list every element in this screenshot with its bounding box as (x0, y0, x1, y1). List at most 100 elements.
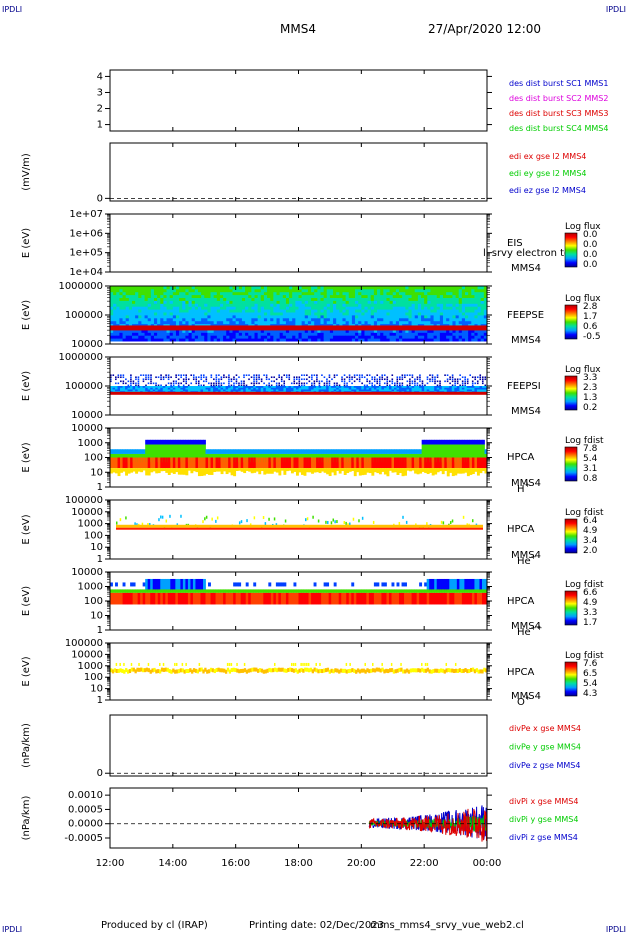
spectrogram-dot (150, 374, 152, 376)
spectrogram-cell (401, 449, 405, 454)
spectrogram-cell (443, 294, 447, 298)
spectrogram-cell (320, 294, 325, 298)
spectrogram-cell (194, 323, 199, 327)
spectrogram-cell (409, 389, 412, 392)
spectrogram-cell (399, 312, 403, 316)
spectrogram-dot (391, 374, 394, 376)
spectrogram-cell (130, 386, 134, 389)
spectrogram-cell (480, 300, 485, 304)
spectrogram-dot (411, 376, 414, 379)
spectrogram-dot (245, 384, 248, 387)
spectrogram-cell (179, 288, 183, 293)
spectrogram-cell (145, 578, 149, 591)
spectrogram-cell (366, 449, 370, 454)
spectrogram-cell (298, 338, 303, 342)
spectrogram-cell (326, 315, 331, 319)
spectrogram-cell (392, 286, 397, 290)
spectrogram-cell (295, 297, 299, 301)
spectrogram-cell (179, 329, 183, 333)
spectrogram-cell (328, 387, 332, 390)
spectrogram-cell (138, 317, 142, 322)
spectrogram-cell (443, 335, 447, 339)
spectrogram-cell (144, 300, 149, 304)
spectrogram-cell (140, 386, 144, 389)
spectrogram-dot (471, 519, 474, 523)
spectrogram-cell (311, 592, 314, 605)
spectrogram-cell (163, 294, 167, 298)
spectrogram-cell (113, 335, 117, 339)
spectrogram-cell (366, 457, 370, 469)
spectrogram-cell (205, 457, 209, 469)
spectrogram-cell (449, 386, 453, 389)
spectrogram-cell (307, 309, 312, 313)
spectrogram-cell (452, 306, 456, 310)
spectrogram-cell (138, 329, 142, 333)
spectrogram-cell (166, 294, 171, 298)
spectrogram-cell (446, 315, 450, 319)
spectrogram-cell (304, 338, 309, 342)
spectrogram-cell (421, 309, 425, 313)
spectrogram-cell (289, 294, 293, 298)
spectrogram-cell (293, 386, 297, 389)
spectrogram-dot (278, 374, 280, 376)
spectrogram-cell (417, 300, 422, 304)
spectrogram-dot (313, 374, 316, 376)
spectrogram-dot (215, 384, 218, 387)
spectrogram-cell (383, 592, 387, 605)
spectrogram-cell (341, 449, 345, 454)
spectrogram-cell (338, 468, 342, 474)
spectrogram-dot (479, 376, 482, 379)
spectrogram-cell (424, 297, 428, 301)
spectrogram-cell (248, 306, 252, 310)
spectrogram-cell (200, 457, 204, 469)
spectrogram-cell (383, 386, 387, 389)
spectrogram-dot (187, 378, 190, 381)
spectrogram-cell (301, 323, 306, 327)
spectrogram-cell (235, 303, 240, 307)
spectrogram-cell (187, 578, 191, 591)
spectrogram-cell (267, 312, 271, 316)
spectrogram-cell (424, 335, 428, 339)
spectrogram-cell (388, 457, 392, 469)
spectrogram-cell (191, 329, 196, 333)
spectrogram-cell (292, 323, 296, 327)
spectrogram-cell (364, 332, 369, 336)
species-charge: + (525, 481, 531, 489)
spectrogram-dot (361, 382, 363, 385)
spectrogram-cell (153, 306, 158, 310)
spectrogram-cell (187, 444, 191, 463)
spectrogram-dot (248, 378, 250, 381)
spectrogram-cell (228, 389, 232, 392)
spectrogram-dot (353, 380, 356, 383)
spectrogram-cell (364, 335, 369, 339)
spectrogram-cell (270, 386, 274, 389)
spectrogram-cell (367, 294, 372, 298)
spectrogram-cell (144, 335, 149, 339)
spectrogram-cell (200, 386, 204, 389)
spectrogram-cell (213, 286, 218, 290)
spectrogram-cell (177, 457, 181, 469)
spectrogram-cell (326, 338, 331, 342)
spectrogram-cell (120, 449, 123, 454)
colorbar-tick-label: 6.4 (583, 516, 598, 526)
spectrogram-cell (185, 317, 189, 322)
spectrogram-cell (218, 589, 221, 593)
spectrogram-cell (483, 294, 488, 298)
spectrogram-cell (240, 386, 244, 389)
spectrogram-cell (411, 286, 416, 290)
spectrogram-cell (282, 323, 287, 327)
spectrogram-cell (213, 294, 218, 298)
spectrogram-cell (452, 297, 456, 301)
spectrogram-cell (317, 323, 321, 327)
spectrogram-cell (166, 329, 171, 333)
spectrogram-cell (468, 300, 472, 304)
spectrogram-cell (371, 592, 375, 605)
spectrogram-cell (144, 317, 149, 322)
spectrogram-dot (341, 376, 343, 379)
spectrogram-dot (399, 382, 401, 385)
spectrogram-cell (392, 288, 397, 293)
spectrogram-cell (257, 315, 262, 319)
spectrogram-cell (483, 303, 488, 307)
spectrogram-cell (479, 457, 483, 469)
y-tick-label: 1000000 (58, 352, 103, 363)
